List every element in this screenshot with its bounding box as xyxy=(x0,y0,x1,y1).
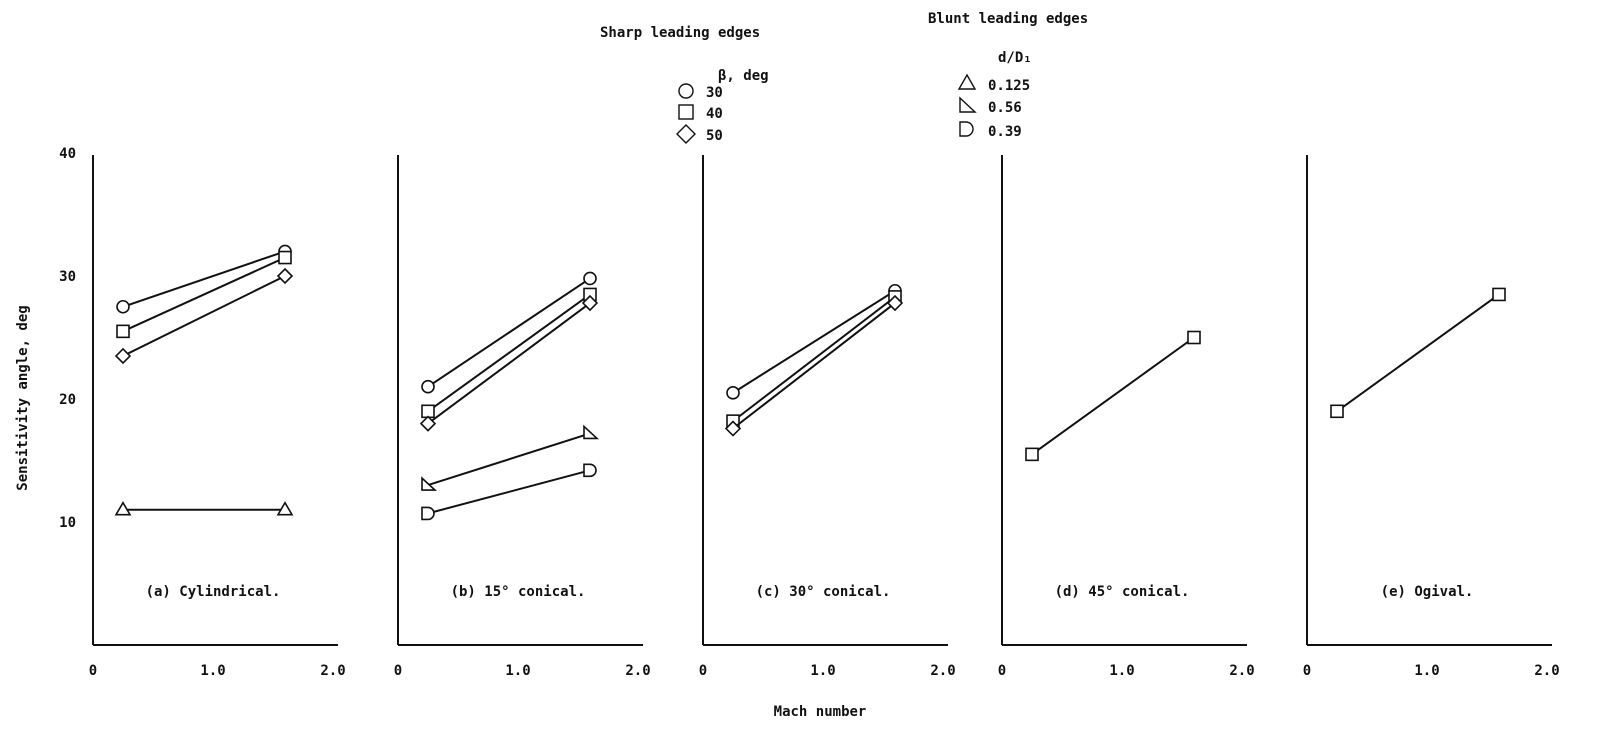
series-line xyxy=(427,469,591,515)
series-line xyxy=(122,275,286,357)
triangle-right-data-point xyxy=(421,476,438,491)
series-line xyxy=(427,432,591,487)
triangle-right-marker-icon xyxy=(959,96,977,113)
legend-sharp-item-label: 30 xyxy=(706,85,723,101)
semicircle-data-point xyxy=(421,506,435,521)
circle-data-point xyxy=(726,386,740,400)
panel-caption: (e) Ogival. xyxy=(1381,584,1474,600)
legend-blunt-item-label: 0.125 xyxy=(988,78,1030,94)
panel-caption: (d) 45° conical. xyxy=(1055,584,1190,600)
diamond-data-point xyxy=(886,294,904,312)
panels: 0 1.0 2.0 10 20 30 40 (a) Cylindrical. 0 1.0 2.0 (b… xyxy=(59,146,1560,679)
y-tick-label: 20 xyxy=(59,392,76,408)
legend-sharp-item: 30 xyxy=(678,83,723,101)
diamond-marker-icon xyxy=(676,124,696,144)
legend-blunt-item: 0.56 xyxy=(959,96,1022,116)
x-tick-label: 1.0 xyxy=(1109,663,1134,679)
x-tick-label: 1.0 xyxy=(200,663,225,679)
y-tick-label: 10 xyxy=(59,515,76,531)
semicircle-data-point xyxy=(583,463,597,478)
square-data-point xyxy=(116,324,130,339)
legend-blunt-item: 0.125 xyxy=(957,73,1030,94)
chart-panel: 0 1.0 2.0 (b) 15° conical. xyxy=(394,155,651,679)
series-line xyxy=(427,277,591,388)
triangle-marker-icon xyxy=(957,73,977,90)
circle-data-point xyxy=(116,299,130,314)
series-line xyxy=(732,296,896,422)
legend-sharp-item-label: 40 xyxy=(706,106,723,122)
legend: Sharp leading edges β, deg 30 40 50 Blun… xyxy=(600,11,1088,144)
chart-panel: 0 1.0 2.0 10 20 30 40 (a) Cylindrical. xyxy=(59,146,346,679)
y-tick-label: 30 xyxy=(59,269,76,285)
x-tick-label: 0 xyxy=(699,663,707,679)
series-line xyxy=(427,302,591,425)
series-line xyxy=(122,256,286,333)
legend-blunt-title: Blunt leading edges xyxy=(928,11,1088,27)
legend-sharp-item-label: 50 xyxy=(706,128,723,144)
x-tick-label: 2.0 xyxy=(1534,663,1559,679)
chart-panel: 0 1.0 2.0 (e) Ogival. xyxy=(1303,155,1560,679)
legend-sharp-header: β, deg xyxy=(718,68,769,84)
chart-panel: 0 1.0 2.0 (d) 45° conical. xyxy=(998,155,1255,679)
triangle-data-point xyxy=(276,501,294,516)
diamond-data-point xyxy=(581,294,599,312)
x-tick-label: 2.0 xyxy=(1229,663,1254,679)
diamond-data-point xyxy=(276,267,294,285)
x-tick-label: 2.0 xyxy=(625,663,650,679)
diamond-data-point xyxy=(419,415,437,432)
square-data-point xyxy=(1025,447,1039,462)
series-line xyxy=(732,289,896,394)
legend-blunt-item: 0.39 xyxy=(959,121,1022,140)
diamond-data-point xyxy=(724,420,742,437)
series-line xyxy=(122,250,286,308)
panel-caption: (b) 15° conical. xyxy=(451,584,586,600)
series-line xyxy=(732,302,896,430)
panel-caption: (c) 30° conical. xyxy=(756,584,891,600)
y-tick-label: 40 xyxy=(59,146,76,162)
circle-marker-icon xyxy=(678,83,694,99)
x-axis-label: Mach number xyxy=(774,704,867,720)
triangle-data-point xyxy=(114,501,132,516)
series-line xyxy=(427,293,591,413)
diamond-data-point xyxy=(114,347,132,365)
legend-sharp-item: 40 xyxy=(678,104,723,122)
panel-caption: (a) Cylindrical. xyxy=(146,584,281,600)
x-tick-label: 1.0 xyxy=(505,663,530,679)
legend-sharp-title: Sharp leading edges xyxy=(600,25,760,41)
x-tick-label: 2.0 xyxy=(320,663,345,679)
x-tick-label: 1.0 xyxy=(1414,663,1439,679)
x-tick-label: 0 xyxy=(1303,663,1311,679)
square-data-point xyxy=(1492,287,1506,302)
square-data-point xyxy=(1330,404,1344,419)
series-line xyxy=(1336,293,1500,413)
triangle-right-data-point xyxy=(583,424,600,440)
square-data-point xyxy=(278,250,292,265)
semicircle-marker-icon xyxy=(959,121,974,137)
circle-data-point xyxy=(421,379,435,394)
series-line xyxy=(1031,336,1195,456)
legend-sharp-item: 50 xyxy=(676,124,723,144)
y-axis-label: Sensitivity angle, deg xyxy=(15,305,31,490)
x-tick-label: 2.0 xyxy=(930,663,955,679)
chart-panel: 0 1.0 2.0 (c) 30° conical. xyxy=(699,155,956,679)
x-tick-label: 0 xyxy=(998,663,1006,679)
x-tick-label: 0 xyxy=(394,663,402,679)
circle-data-point xyxy=(583,271,597,286)
x-tick-label: 0 xyxy=(89,663,97,679)
square-marker-icon xyxy=(678,104,694,120)
x-tick-label: 1.0 xyxy=(810,663,835,679)
square-data-point xyxy=(1187,330,1201,345)
legend-blunt-header: d/D₁ xyxy=(998,50,1032,66)
legend-blunt-item-label: 0.39 xyxy=(988,124,1022,140)
legend-blunt-item-label: 0.56 xyxy=(988,100,1022,116)
